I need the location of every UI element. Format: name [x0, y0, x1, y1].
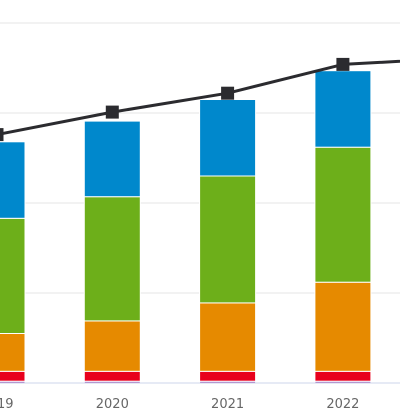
line-marker	[336, 57, 350, 71]
bars	[0, 70, 372, 384]
bar-segment	[314, 281, 372, 372]
bar-segment	[0, 333, 26, 372]
x-tick-label: 2020	[96, 397, 129, 412]
bar-segment	[199, 370, 257, 382]
bar-segment	[314, 370, 372, 382]
bar-segment	[83, 320, 141, 372]
bar-segment	[83, 196, 141, 322]
line-markers	[0, 57, 350, 142]
bar-segment	[199, 99, 257, 177]
bar-segment	[199, 302, 257, 372]
bar-segment	[314, 70, 372, 148]
bar-segment	[0, 380, 26, 384]
line-marker	[0, 128, 4, 142]
total-trend-line	[0, 59, 400, 136]
x-tick-label: 2022	[326, 397, 359, 412]
bar-segment	[0, 370, 26, 382]
line-marker	[105, 105, 119, 119]
bar-segment	[0, 141, 26, 219]
line-marker	[221, 86, 235, 100]
bar-segment	[83, 370, 141, 382]
bar-segment	[199, 175, 257, 304]
bar-segment	[0, 217, 26, 334]
bar-segment	[83, 120, 141, 198]
x-tick-label: 2021	[211, 397, 244, 412]
x-axis-ticks: 2019 2020 2021 2022	[0, 397, 359, 412]
x-tick-label: 2019	[0, 397, 14, 412]
bar-segment	[314, 146, 372, 283]
